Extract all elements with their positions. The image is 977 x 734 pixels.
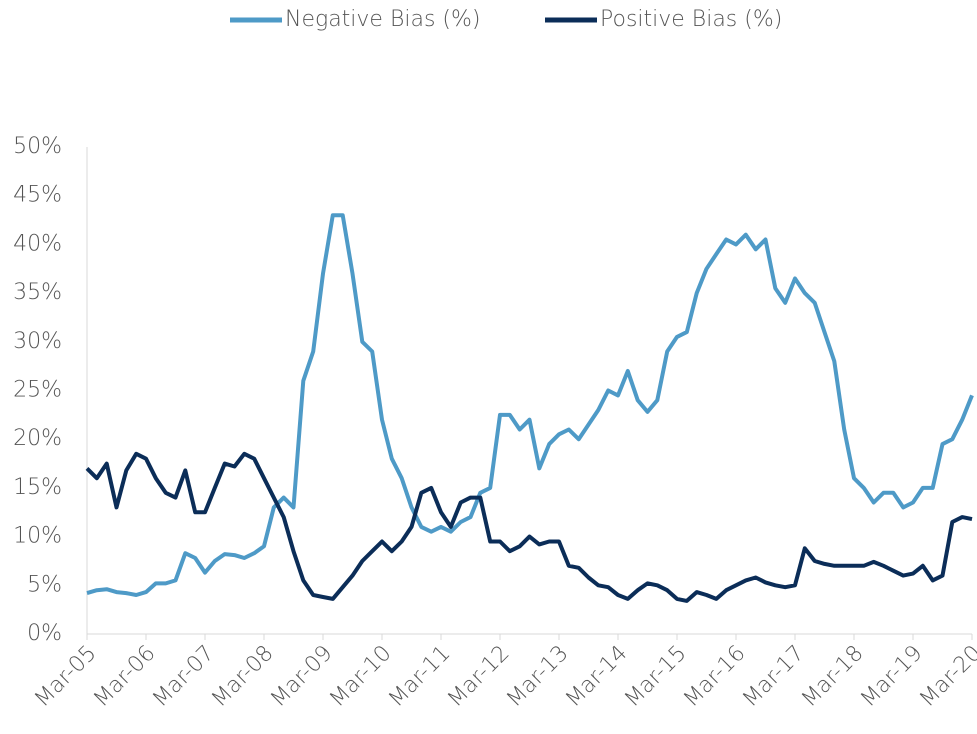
y-tick-label: 0%	[27, 621, 62, 646]
x-tick-label: Mar-19	[856, 641, 927, 712]
y-tick-label: 20%	[13, 426, 62, 451]
y-tick-label: 30%	[13, 329, 62, 354]
y-tick-label: 50%	[13, 134, 62, 159]
legend-label: Negative Bias (%)	[285, 7, 481, 32]
y-tick-label: 40%	[13, 231, 62, 256]
line-series	[85, 451, 973, 603]
x-tick-label: Mar-05	[30, 641, 101, 712]
x-tick-label: Mar-09	[266, 641, 337, 712]
x-tick-label: Mar-06	[89, 641, 160, 712]
x-tick-label: Mar-15	[620, 641, 691, 712]
y-tick-label: 35%	[13, 280, 62, 305]
x-tick-label: Mar-10	[325, 641, 396, 712]
x-tick-label: Mar-13	[502, 641, 573, 712]
line-series	[86, 213, 974, 597]
y-tick-label: 15%	[13, 475, 62, 500]
x-tick-label: Mar-07	[148, 641, 219, 712]
x-tick-label: Mar-08	[207, 641, 278, 712]
x-tick-label: Mar-12	[443, 641, 514, 712]
y-tick-label: 45%	[13, 183, 62, 208]
legend-label: Positive Bias (%)	[600, 7, 782, 32]
x-tick-label: Mar-16	[679, 641, 750, 712]
x-tick-label: Mar-14	[561, 641, 632, 712]
y-tick-label: 10%	[13, 524, 62, 549]
x-tick-label: Mar-17	[738, 641, 809, 712]
x-tick-label: Mar-20	[915, 641, 977, 712]
y-tick-label: 5%	[27, 572, 62, 597]
y-tick-label: 25%	[13, 378, 62, 403]
x-tick-label: Mar-18	[797, 641, 868, 712]
x-tick-label: Mar-11	[384, 641, 455, 712]
